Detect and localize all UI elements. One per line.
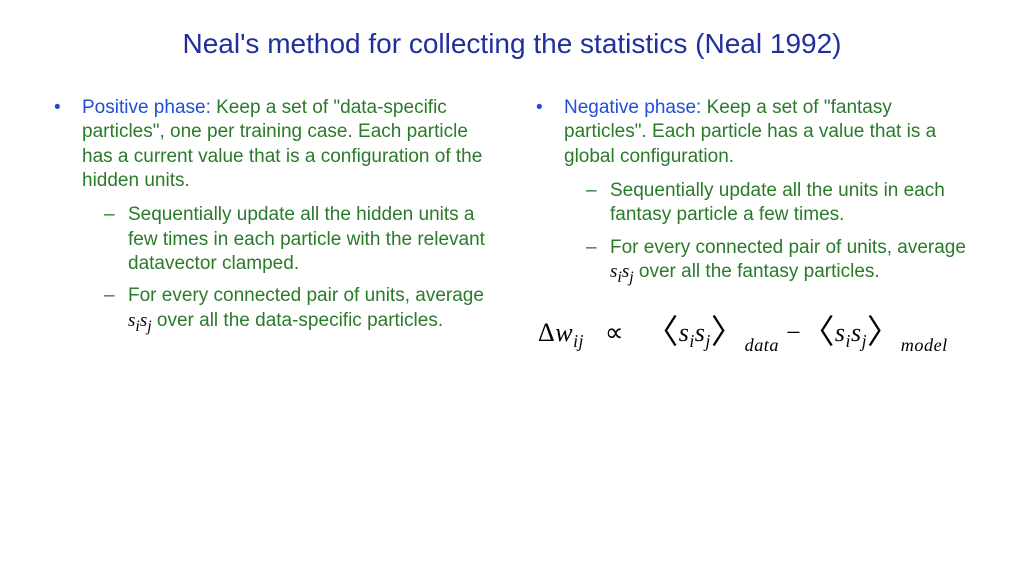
left-sub-bullets: – Sequentially update all the hidden uni…	[104, 203, 492, 336]
slide-title: Neal's method for collecting the statist…	[50, 28, 974, 60]
columns: • Positive phase: Keep a set of "data-sp…	[50, 96, 974, 352]
right-sub-2-text: For every connected pair of units, avera…	[610, 236, 974, 288]
weight-update-equation: Δwij ∝ 〈sisj〉data −〈sisj〉model	[538, 302, 974, 352]
bullet-dot: •	[50, 96, 82, 193]
right-sub-2b: over all the fantasy particles.	[634, 261, 880, 282]
bullet-dot: •	[532, 96, 564, 169]
left-sub-1: – Sequentially update all the hidden uni…	[104, 203, 492, 276]
dash-icon: –	[586, 179, 610, 228]
right-phase-body: Negative phase: Keep a set of "fantasy p…	[564, 96, 974, 169]
right-sub-2a: For every connected pair of units, avera…	[610, 237, 966, 258]
left-sub-2b: over all the data-specific particles.	[152, 310, 443, 331]
left-phase-body: Positive phase: Keep a set of "data-spec…	[82, 96, 492, 193]
left-top-bullet: • Positive phase: Keep a set of "data-sp…	[50, 96, 492, 193]
right-sub-1: – Sequentially update all the units in e…	[586, 179, 974, 228]
left-sub-2: – For every connected pair of units, ave…	[104, 284, 492, 336]
positive-phase-label: Positive phase:	[82, 97, 211, 118]
math-sisj: sisj	[610, 261, 634, 282]
dash-icon: –	[104, 284, 128, 336]
math-sisj: sisj	[128, 310, 152, 331]
right-column: • Negative phase: Keep a set of "fantasy…	[532, 96, 974, 352]
right-sub-bullets: – Sequentially update all the units in e…	[586, 179, 974, 288]
right-sub-2: – For every connected pair of units, ave…	[586, 236, 974, 288]
right-top-bullet: • Negative phase: Keep a set of "fantasy…	[532, 96, 974, 169]
left-sub-1-text: Sequentially update all the hidden units…	[128, 203, 492, 276]
dash-icon: –	[104, 203, 128, 276]
negative-phase-label: Negative phase:	[564, 97, 701, 118]
dash-icon: –	[586, 236, 610, 288]
left-sub-2-text: For every connected pair of units, avera…	[128, 284, 492, 336]
right-sub-1-text: Sequentially update all the units in eac…	[610, 179, 974, 228]
left-column: • Positive phase: Keep a set of "data-sp…	[50, 96, 492, 352]
left-sub-2a: For every connected pair of units, avera…	[128, 285, 484, 306]
